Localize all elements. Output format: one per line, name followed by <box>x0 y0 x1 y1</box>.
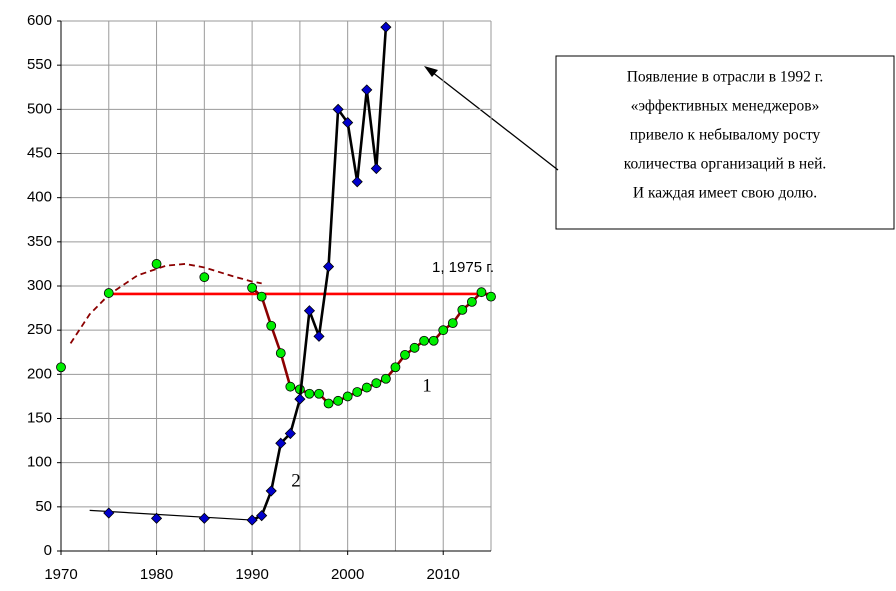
x-tick-label: 2010 <box>427 566 460 583</box>
annotation: 2 <box>291 470 301 491</box>
point <box>275 348 286 359</box>
point <box>198 512 210 524</box>
y-tick-label: 550 <box>27 56 52 73</box>
point <box>103 288 114 298</box>
point <box>265 485 277 497</box>
point <box>409 342 420 353</box>
point <box>380 373 391 384</box>
x-tick-label: 2000 <box>331 566 364 583</box>
callout: Появление в отрасли в 1992 г. «эффективн… <box>555 55 895 230</box>
point <box>390 362 401 373</box>
point <box>342 117 354 129</box>
point <box>351 176 363 188</box>
y-tick-label: 150 <box>27 409 52 426</box>
label-bg <box>276 462 318 500</box>
point <box>246 514 258 526</box>
point <box>151 259 162 269</box>
y-tick-label: 300 <box>27 277 52 294</box>
y-tick-label: 200 <box>27 365 52 382</box>
point <box>150 512 163 524</box>
point <box>466 296 477 307</box>
point <box>56 362 66 373</box>
point <box>476 287 487 298</box>
point <box>313 330 325 342</box>
series-line <box>251 27 388 522</box>
point <box>266 320 277 331</box>
point <box>103 507 115 519</box>
annotation: 1 <box>422 375 432 396</box>
point <box>304 388 315 399</box>
y-tick-label: 100 <box>27 454 52 471</box>
point <box>314 388 324 399</box>
point <box>303 305 316 317</box>
point <box>284 427 296 440</box>
label-bg <box>390 364 452 404</box>
y-tick-label: 600 <box>27 12 52 29</box>
y-tick-label: 500 <box>27 100 52 117</box>
y-tick-label: 250 <box>27 321 52 338</box>
annotation: 1, 1975 г. <box>432 259 494 276</box>
point <box>256 291 267 302</box>
point <box>342 391 353 402</box>
point <box>361 382 372 393</box>
point <box>371 378 382 389</box>
y-tick-label: 0 <box>44 542 52 559</box>
point <box>370 162 382 175</box>
callout-line: привело к небывалому росту <box>630 127 821 144</box>
callout-line: Появление в отрасли в 1992 г. <box>627 69 824 86</box>
point <box>256 510 268 522</box>
point <box>199 272 210 283</box>
point <box>275 437 287 449</box>
point <box>333 395 344 406</box>
point <box>247 282 258 293</box>
point <box>419 335 430 346</box>
point <box>323 398 334 409</box>
point <box>332 103 344 115</box>
point <box>322 261 335 273</box>
point <box>400 349 410 360</box>
y-tick-label: 400 <box>27 189 52 206</box>
point <box>294 393 306 405</box>
point <box>486 291 496 302</box>
x-tick-label: 1990 <box>235 566 268 583</box>
callout-line: И каждая имеет свою долю. <box>633 185 817 202</box>
y-tick-label: 350 <box>27 233 52 250</box>
arrow <box>431 71 559 171</box>
point <box>352 387 363 397</box>
point <box>361 84 373 96</box>
y-tick-label: 50 <box>35 498 52 515</box>
series-line <box>89 509 253 521</box>
series-line <box>69 263 262 344</box>
arrow-head <box>424 66 438 77</box>
callout-box <box>555 55 895 230</box>
point <box>285 381 296 392</box>
point <box>380 21 392 33</box>
point <box>457 304 468 315</box>
y-tick-label: 450 <box>27 144 52 161</box>
callout-line: «эффективных менеджеров» <box>631 98 820 115</box>
callout-line: количества организаций в ней. <box>624 156 827 173</box>
point <box>428 335 439 346</box>
x-tick-label: 1980 <box>140 566 173 583</box>
point <box>447 318 458 329</box>
point <box>438 325 449 336</box>
x-tick-label: 1970 <box>44 566 77 583</box>
